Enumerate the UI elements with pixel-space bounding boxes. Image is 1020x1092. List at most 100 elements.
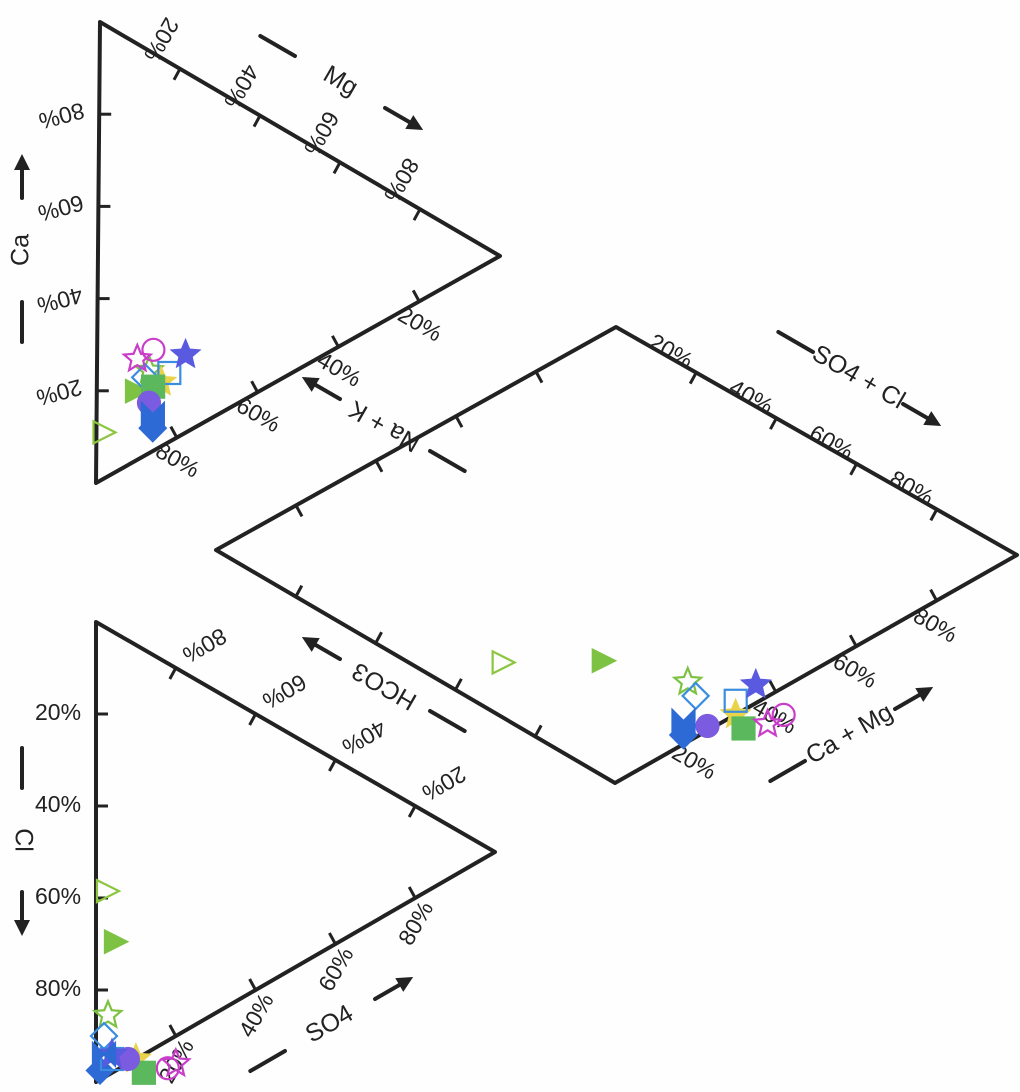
diamond-upper-right-tick [769, 417, 778, 430]
camg-axis-label-text: Ca + Mg [801, 698, 897, 770]
anion-bottom-tick [407, 886, 417, 899]
so4cl-axis-label-arrowhead [923, 411, 942, 426]
anion-point [131, 1060, 156, 1085]
cl-tick-label: 20% [35, 699, 81, 725]
cation-bottom-tick [411, 289, 421, 303]
diamond-lower-right-tick [929, 588, 938, 602]
cation-top-tick [252, 114, 262, 128]
nak-tick-label: 20% [394, 301, 447, 347]
mg-axis-label-dash [258, 34, 297, 58]
anion-bottom-tick [168, 1024, 178, 1037]
cl-tick-label: 80% [35, 975, 81, 1001]
hco3-tick-label: 80% [178, 623, 231, 669]
diamond-lower-left-tick [454, 678, 463, 691]
cl-axis-label: Cl [9, 746, 37, 936]
so4cl-axis-label: SO4 + Cl [776, 330, 942, 426]
cation-top-tick [332, 161, 342, 175]
diamond-upper-right-tick [929, 508, 939, 522]
cation-point [121, 342, 154, 373]
so4-tick-label: 80% [393, 897, 439, 950]
nak-axis-label-arrowhead [301, 377, 320, 392]
diamond-lower-right-tick [848, 634, 858, 647]
anion-top-tick [168, 667, 178, 680]
nak-axis-label: Na + K [301, 377, 467, 473]
cation-triangle-frame [94, 20, 502, 485]
mg-tick-label: 40% [219, 60, 265, 113]
mg-axis-label-arrowhead [405, 115, 424, 130]
diamond-point [671, 665, 704, 696]
so4-axis-label-arrow [373, 982, 404, 1001]
anion-point [155, 1056, 180, 1081]
cation-top-tick [172, 68, 182, 81]
so4-axis-label-dash [248, 1049, 287, 1073]
diamond-point [751, 707, 784, 738]
hco3-axis-label-dash [428, 709, 467, 733]
anion-point [159, 1046, 192, 1078]
so4-axis-label-arrowhead [395, 977, 414, 992]
anion-triangle-frame [94, 620, 497, 1084]
cation-bottom-tick [331, 335, 340, 348]
so4cl-axis-label-arrow [901, 402, 932, 421]
nak-axis-label-dash [428, 449, 467, 473]
so4-axis-label-text: SO4 [301, 999, 358, 1048]
cation-point [140, 400, 165, 428]
so4cl-axis-label-text: SO4 + Cl [807, 339, 909, 414]
anion-top-tick [248, 713, 257, 726]
diamond-point [695, 713, 720, 739]
ca-tick-label: 60% [35, 190, 86, 227]
diamond-lower-right-tick [768, 680, 778, 693]
hco3-tick-label: 60% [258, 669, 311, 715]
diamond-point [491, 649, 518, 676]
anion-point [103, 928, 130, 955]
anion-point [91, 998, 125, 1029]
hco3-tick-label: 40% [338, 715, 391, 761]
ca-tick-label: 20% [34, 374, 85, 411]
mg-axis-label-arrow [383, 106, 414, 125]
ca-tick-label: 40% [34, 282, 85, 319]
diamond-lower-left-tick [374, 631, 383, 644]
diamond-upper-left-tick [374, 460, 384, 473]
cation-point [124, 378, 151, 404]
hco3-tick-label: 20% [418, 761, 471, 807]
diamond-point [731, 716, 756, 741]
cl-axis-label-text: Cl [9, 828, 37, 852]
diamond-lower-left-tick [533, 724, 543, 738]
cl-tick-label: 60% [35, 883, 81, 909]
cation-bottom-tick [250, 380, 259, 393]
camg-axis-label-arrow [893, 692, 924, 711]
cation-point [157, 360, 182, 386]
cation-point [169, 337, 202, 369]
nak-tick-label: 60% [232, 392, 285, 438]
mg-tick-label: 80% [379, 154, 425, 207]
nak-tick-label: 40% [313, 346, 366, 392]
diamond-upper-right-tick [849, 463, 858, 476]
diamond-point [671, 707, 696, 735]
mg-axis-label-text: Mg [319, 60, 363, 102]
diagram-frames [94, 20, 1019, 1084]
hco3-axis-label-arrowhead [301, 637, 320, 652]
hco3-axis-label-arrow [311, 642, 342, 661]
camg-tick-label: 20% [668, 739, 721, 785]
camg-tick-label: 60% [829, 648, 882, 694]
diamond-point [739, 667, 772, 699]
cation-bottom-tick [169, 425, 179, 439]
diagram-data-points [85, 337, 796, 1086]
cl-tick-label: 40% [35, 791, 81, 817]
diamond-point [771, 702, 796, 728]
cl-axis-label-arrowhead [14, 920, 30, 936]
diamond-upper-left-tick [454, 415, 464, 428]
diamond-upper-right-tick [688, 371, 698, 385]
diagram-tick-labels: 80% 60% 40% 20% 20% 40% 60% 80% 20% 40% 60% 80% 20% 4… [34, 13, 962, 1087]
mg-tick-label: 60% [299, 107, 345, 160]
diamond-lower-left-tick [294, 584, 304, 598]
diamond-point [681, 681, 711, 711]
anion-bottom-tick [328, 932, 337, 945]
diamond-upper-left-tick [534, 370, 544, 384]
nak-axis-label-arrow [311, 382, 342, 401]
ca-axis-label-text: Ca [7, 234, 35, 266]
cation-point [92, 419, 118, 446]
anion-point [91, 1040, 117, 1069]
anion-point [95, 878, 122, 904]
